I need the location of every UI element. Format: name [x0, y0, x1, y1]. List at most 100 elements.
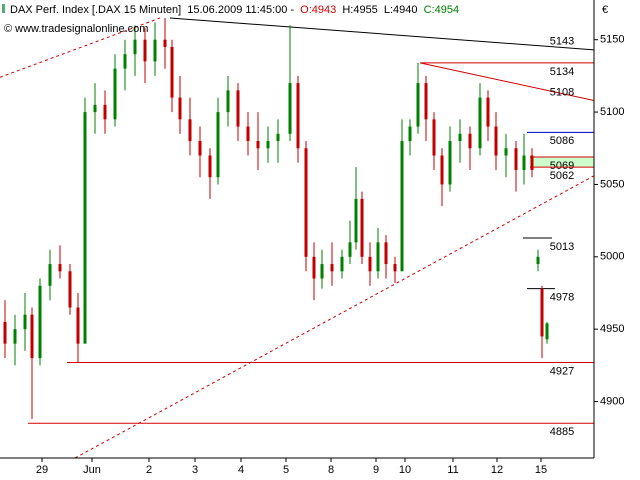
candle-body — [348, 242, 352, 257]
candle-body — [424, 83, 428, 120]
trendline — [169, 17, 595, 51]
candle-body — [236, 90, 240, 127]
candle-body — [368, 256, 372, 272]
y-tick-label: 4950 — [600, 323, 624, 335]
candle-body — [68, 271, 72, 308]
candle-body — [3, 321, 7, 344]
currency: € — [602, 4, 608, 16]
candle-body — [440, 155, 444, 185]
x-tick-label: 10 — [399, 464, 411, 476]
level-label: 5069 — [550, 160, 574, 172]
candle-body — [266, 141, 270, 149]
candle-body — [123, 54, 127, 69]
candle-body — [393, 264, 397, 272]
x-tick-label: 4 — [238, 464, 244, 476]
y-tick-label: 4900 — [600, 395, 624, 407]
zone — [530, 156, 594, 168]
candle-body — [486, 97, 490, 127]
level-label: 5086 — [550, 135, 574, 147]
candle-body — [83, 112, 87, 344]
header-high: H:4955 — [342, 4, 377, 16]
candle-body — [133, 39, 137, 55]
candle-body — [330, 264, 334, 272]
level-label: 5134 — [550, 66, 574, 78]
y-tick-label: 5150 — [600, 34, 624, 46]
level-label: 5062 — [550, 170, 574, 182]
candle-body — [540, 288, 544, 337]
candle-body — [384, 242, 388, 265]
y-tick-label: 5100 — [600, 106, 624, 118]
candle-body — [354, 198, 358, 243]
candle-body — [494, 126, 498, 156]
x-tick-label: 3 — [192, 464, 198, 476]
header-datetime: 15.06.2009 11:45:00 - — [187, 4, 294, 16]
candle-body — [198, 141, 202, 156]
candle-body — [360, 198, 364, 257]
x-tick-label: Jun — [83, 464, 101, 476]
candle-body — [408, 126, 412, 142]
header-close: C:4954 — [424, 4, 459, 16]
candle-body — [153, 39, 157, 62]
candle-body — [276, 133, 280, 142]
candle-body — [376, 242, 380, 272]
x-tick-label: 2 — [146, 464, 152, 476]
candle-body — [545, 323, 549, 340]
candle-body — [296, 83, 300, 149]
x-tick-label: 5 — [283, 464, 289, 476]
trendline — [0, 17, 161, 78]
header-instrument: DAX Perf. Index [.DAX 15 Minuten] — [10, 4, 181, 16]
x-tick-label: 12 — [491, 464, 503, 476]
candle-body — [48, 264, 52, 286]
header-open: O:4943 — [300, 4, 336, 16]
candle-body — [288, 83, 292, 134]
candle-body — [163, 39, 167, 47]
candle-body — [208, 155, 212, 178]
trendline — [74, 175, 595, 459]
candle-body — [58, 264, 62, 272]
y-tick-label: 5000 — [600, 251, 624, 263]
x-tick-label: 15 — [535, 464, 547, 476]
candle-body — [304, 148, 308, 257]
candle-body — [226, 90, 230, 113]
trendline-label: 5143 — [550, 36, 574, 48]
candle-body — [30, 314, 34, 359]
x-tick-label: 8 — [328, 464, 334, 476]
level-label: 4885 — [550, 426, 574, 438]
candle-body — [432, 119, 436, 156]
candle-body — [416, 83, 420, 127]
header: DAX Perf. Index [.DAX 15 Minuten] 15.06.… — [10, 4, 459, 16]
candle-body — [504, 148, 508, 156]
candle-body — [478, 97, 482, 149]
candle-body — [76, 307, 80, 344]
candle-body — [113, 68, 117, 120]
candle-body — [246, 126, 250, 142]
header-low: L:4940 — [384, 4, 418, 16]
candle-body — [340, 256, 344, 272]
candle-body — [13, 329, 17, 344]
candle-body — [312, 256, 316, 279]
candle-body — [468, 133, 472, 149]
candle-body — [178, 97, 182, 120]
candle-body — [170, 46, 174, 98]
candle-body — [103, 104, 107, 120]
level-label: 4927 — [550, 365, 574, 377]
x-tick-label: 9 — [373, 464, 379, 476]
x-tick-label: 11 — [447, 464, 458, 476]
candle-body — [216, 112, 220, 178]
candle-body — [522, 155, 526, 170]
candle-body — [93, 104, 97, 113]
header-icon — [2, 4, 5, 13]
level-label: 4978 — [550, 292, 574, 304]
candle-body — [458, 133, 462, 142]
trendline-label: 5108 — [550, 86, 574, 98]
candle-body — [514, 148, 518, 170]
candle-body — [320, 264, 324, 279]
candle-body — [530, 155, 534, 170]
candle-body — [143, 39, 147, 62]
trendline — [419, 62, 595, 101]
candle-body — [256, 141, 260, 149]
level-label: 5013 — [550, 241, 574, 253]
